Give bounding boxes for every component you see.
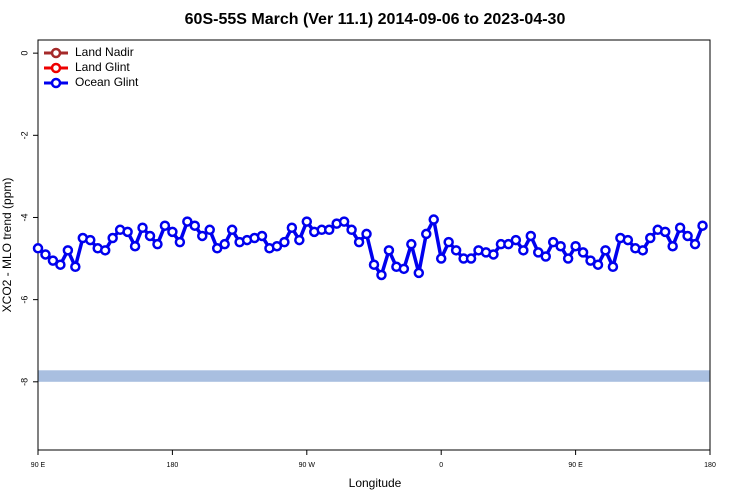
- data-point: [152, 238, 163, 250]
- data-point: [256, 230, 268, 242]
- data-point: [182, 216, 193, 227]
- data-point: [510, 234, 522, 246]
- data-point: [570, 240, 581, 252]
- data-point: [428, 214, 439, 225]
- data-point: [346, 224, 357, 236]
- data-point: [674, 222, 686, 233]
- data-point: [622, 234, 634, 246]
- y-axis-label: XCO2 - MLO trend (ppm): [0, 178, 14, 313]
- data-point: [323, 224, 335, 236]
- data-point: [645, 232, 656, 244]
- x-tick-label: 180: [167, 462, 179, 469]
- data-point: [55, 259, 66, 270]
- chart-title: 60S-55S March (Ver 11.1) 2014-09-06 to 2…: [185, 11, 566, 28]
- data-point: [338, 216, 350, 227]
- data-point: [488, 249, 499, 260]
- data-point: [174, 236, 186, 248]
- data-point: [129, 240, 141, 252]
- legend-label: Ocean Glint: [75, 75, 139, 89]
- data-point: [107, 232, 118, 244]
- x-tick-label: 90 E: [568, 462, 583, 469]
- x-tick-label: 90 W: [299, 462, 316, 469]
- data-point: [62, 245, 74, 256]
- data-point: [70, 261, 81, 273]
- data-point: [32, 243, 44, 254]
- data-point: [122, 226, 133, 238]
- data-point: [659, 226, 671, 238]
- legend-marker: [50, 47, 62, 59]
- data-point: [421, 228, 432, 240]
- data-point: [465, 253, 477, 264]
- data-point: [204, 224, 215, 236]
- data-point: [286, 222, 298, 233]
- data-point: [219, 238, 230, 250]
- data-point: [607, 261, 619, 273]
- data-point: [450, 245, 462, 256]
- x-tick-label: 90 E: [31, 462, 46, 469]
- data-point: [667, 240, 678, 252]
- data-point: [189, 220, 201, 231]
- data-point: [294, 234, 305, 246]
- data-point: [592, 259, 604, 270]
- data-point: [376, 269, 387, 281]
- y-tick-label: -2: [19, 131, 29, 139]
- data-point: [600, 245, 611, 256]
- data-point: [547, 236, 559, 248]
- data-point: [413, 267, 425, 279]
- data-point: [525, 230, 537, 242]
- data-point: [503, 238, 514, 250]
- data-point: [577, 247, 589, 258]
- data-point: [361, 228, 372, 240]
- data-point: [518, 245, 529, 256]
- data-point: [637, 245, 649, 256]
- legend-marker: [50, 62, 62, 74]
- x-axis-label: Longitude: [349, 476, 402, 490]
- data-point: [85, 234, 96, 246]
- legend-marker: [50, 77, 62, 89]
- data-point: [697, 220, 708, 231]
- data-point: [144, 230, 156, 242]
- y-tick-label: -6: [19, 296, 29, 304]
- data-point: [226, 224, 238, 236]
- data-point: [368, 259, 380, 270]
- data-point: [211, 243, 223, 254]
- data-point: [689, 238, 701, 250]
- data-point: [533, 247, 544, 258]
- y-tick-label: -4: [19, 213, 29, 221]
- data-point: [197, 230, 208, 242]
- y-tick-label: 0: [19, 51, 29, 56]
- data-point: [40, 249, 51, 260]
- data-point: [398, 263, 410, 275]
- data-point: [47, 255, 59, 266]
- data-point: [555, 240, 566, 252]
- data-point: [353, 236, 365, 248]
- x-tick-label: 0: [439, 462, 443, 469]
- data-point: [279, 236, 290, 248]
- data-point: [383, 245, 395, 256]
- data-point: [159, 220, 171, 231]
- data-point: [540, 251, 551, 262]
- data-point: [682, 230, 693, 242]
- y-tick-label: -8: [19, 378, 29, 386]
- coverage-band: [38, 370, 710, 382]
- x-tick-label: 180: [704, 462, 716, 469]
- data-point: [443, 236, 454, 248]
- legend-label: Land Nadir: [75, 45, 134, 59]
- data-point: [271, 240, 283, 252]
- data-point: [562, 253, 574, 264]
- legend-label: Land Glint: [75, 60, 130, 74]
- data-point: [167, 226, 178, 238]
- data-point: [406, 238, 417, 250]
- data-point: [137, 222, 148, 233]
- data-point: [585, 255, 596, 266]
- data-point: [301, 216, 313, 227]
- data-point: [435, 253, 447, 264]
- data-point: [99, 245, 111, 256]
